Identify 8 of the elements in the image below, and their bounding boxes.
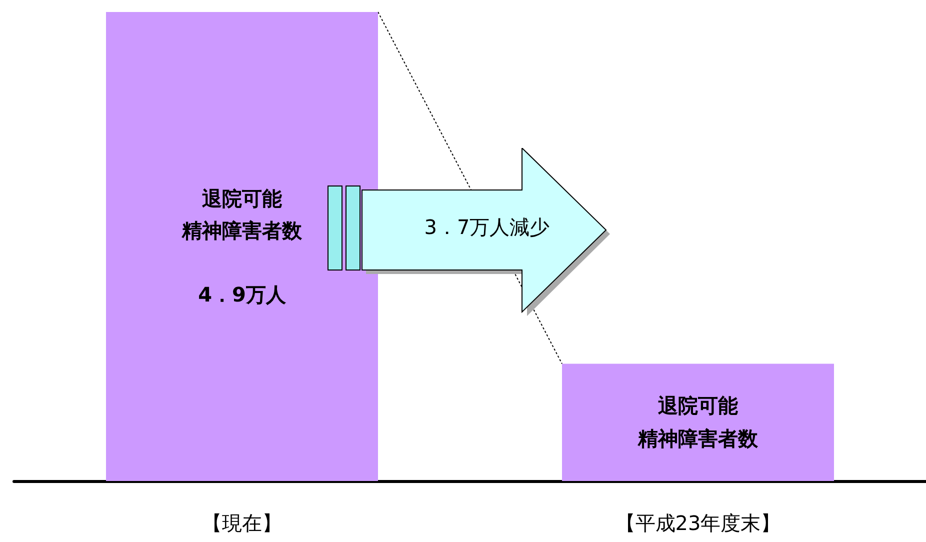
x-tick-label: 【平成23年度末】 bbox=[615, 511, 781, 535]
annotation: 精神障害者数 bbox=[638, 425, 758, 452]
x-tick-label: 【現在】 bbox=[202, 511, 282, 535]
annotation: 精神障害者数 bbox=[182, 217, 302, 244]
annotation: 3．7万人減少 bbox=[423, 214, 551, 241]
annotation: 4．9万人 bbox=[198, 281, 286, 308]
annotation: 退院可能 bbox=[658, 392, 738, 420]
annotation: 退院可能 bbox=[202, 185, 282, 212]
